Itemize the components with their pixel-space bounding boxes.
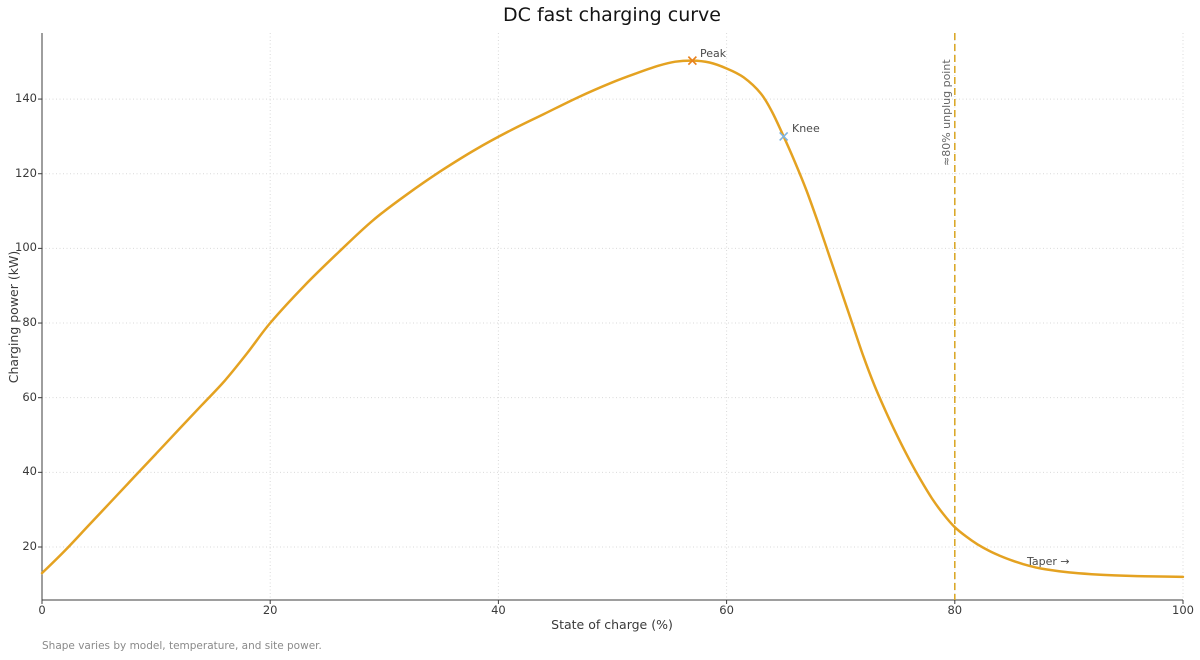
y-tick-label: 140 xyxy=(15,91,37,106)
x-tick-label: 40 xyxy=(491,603,506,617)
peak-marker-icon xyxy=(687,56,697,66)
x-tick-label: 0 xyxy=(38,603,46,617)
x-axis-label: State of charge (%) xyxy=(551,617,673,632)
y-tick-label: 100 xyxy=(15,240,37,255)
charging-curve xyxy=(40,59,1185,579)
x-tick-label: 100 xyxy=(1172,603,1194,617)
footnote: Shape varies by model, temperature, and … xyxy=(42,640,322,652)
y-tick-label: 20 xyxy=(22,538,37,553)
y-tick-label: 60 xyxy=(22,389,37,404)
annotation-knee: Knee xyxy=(792,122,820,135)
y-tick-label: 120 xyxy=(15,165,37,180)
y-axis-label: Charging power (kW) xyxy=(6,250,21,384)
unplug-point-label: ≈80% unplug point xyxy=(940,59,953,166)
x-tick-label: 20 xyxy=(262,603,278,617)
annotation-peak: Peak xyxy=(700,47,727,60)
x-tick-label: 80 xyxy=(947,603,963,617)
x-tick-label: 60 xyxy=(719,603,734,617)
knee-marker-icon xyxy=(779,131,789,141)
annotation-taper: Taper → xyxy=(1027,555,1070,568)
y-tick-label: 80 xyxy=(22,315,37,330)
chart-title: DC fast charging curve xyxy=(503,4,721,26)
y-tick-label: 40 xyxy=(22,464,37,479)
